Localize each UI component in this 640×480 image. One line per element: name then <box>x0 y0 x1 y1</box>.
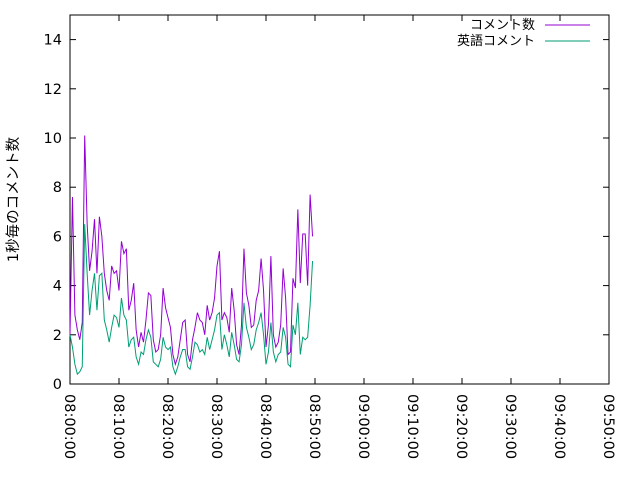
y-tick-label: 0 <box>53 377 62 393</box>
y-axis-label: 1秒毎のコメント数 <box>5 136 22 262</box>
y-tick-label: 10 <box>44 131 62 147</box>
series-line-0 <box>69 135 314 367</box>
x-tick-label: 09:40:00 <box>551 394 567 459</box>
legend-label: 英語コメント <box>457 33 535 49</box>
legend-label: コメント数 <box>470 18 535 33</box>
y-tick-label: 14 <box>44 33 62 49</box>
x-tick-label: 08:20:00 <box>159 394 175 459</box>
y-tick-label: 8 <box>53 180 62 196</box>
x-tick-label: 09:50:00 <box>600 394 616 459</box>
x-tick-label: 08:10:00 <box>110 394 126 459</box>
x-tick-label: 09:20:00 <box>453 394 469 459</box>
x-tick-label: 09:30:00 <box>502 394 518 459</box>
x-tick-label: 08:00:00 <box>61 394 77 459</box>
series-lines <box>69 135 314 376</box>
y-tick-label: 2 <box>53 328 62 344</box>
x-tick-label: 08:30:00 <box>208 394 224 459</box>
y-axis-ticks: 0 2 4 6 8 10 12 14 <box>44 33 609 393</box>
x-tick-label: 08:50:00 <box>306 394 322 459</box>
x-tick-label: 09:10:00 <box>404 394 420 459</box>
y-tick-label: 6 <box>53 229 62 245</box>
x-tick-label: 09:00:00 <box>355 394 371 459</box>
series-line-1 <box>69 224 314 376</box>
plot-border <box>69 14 610 385</box>
plot-frame <box>69 14 610 385</box>
y-tick-label: 4 <box>53 279 62 295</box>
x-tick-label: 08:40:00 <box>257 394 273 459</box>
x-axis-ticks: 08:00:00 08:10:00 08:20:00 08:30:00 08:40:00… <box>61 15 616 459</box>
y-tick-label: 12 <box>44 82 62 98</box>
